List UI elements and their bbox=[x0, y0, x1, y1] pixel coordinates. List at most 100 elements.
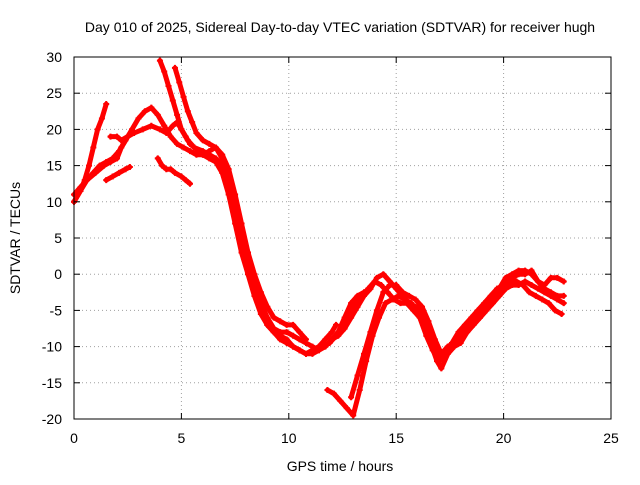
data-point bbox=[513, 278, 520, 285]
data-point bbox=[199, 151, 206, 158]
data-point bbox=[423, 332, 430, 339]
data-point bbox=[539, 296, 546, 303]
y-tick-label: -5 bbox=[50, 302, 63, 318]
data-point bbox=[412, 296, 419, 303]
data-point bbox=[77, 187, 84, 194]
data-point bbox=[174, 111, 181, 118]
data-point bbox=[154, 155, 161, 162]
data-point bbox=[367, 329, 374, 336]
data-point bbox=[397, 300, 404, 307]
data-point bbox=[191, 144, 198, 151]
data-point bbox=[500, 282, 507, 289]
data-point bbox=[476, 314, 483, 321]
data-point bbox=[193, 130, 200, 137]
data-point bbox=[277, 318, 284, 325]
data-point bbox=[124, 133, 131, 140]
data-point bbox=[519, 282, 526, 289]
data-point bbox=[403, 300, 410, 307]
y-tick-label: 30 bbox=[46, 49, 62, 65]
data-point bbox=[547, 289, 554, 296]
data-point bbox=[219, 151, 226, 158]
data-point bbox=[176, 79, 183, 86]
data-point bbox=[283, 329, 290, 336]
data-point bbox=[270, 329, 277, 336]
data-point bbox=[156, 126, 163, 133]
data-point bbox=[180, 93, 187, 100]
data-point bbox=[238, 249, 245, 256]
x-tick-label: 25 bbox=[603, 430, 619, 446]
data-point bbox=[94, 126, 101, 133]
data-point bbox=[384, 289, 391, 296]
data-point bbox=[264, 321, 271, 328]
data-point bbox=[178, 173, 185, 180]
data-point bbox=[290, 321, 297, 328]
data-point bbox=[406, 292, 413, 299]
data-point bbox=[541, 282, 548, 289]
data-point bbox=[219, 169, 226, 176]
data-point bbox=[159, 162, 166, 169]
data-point bbox=[109, 155, 116, 162]
data-point bbox=[554, 292, 561, 299]
data-point bbox=[283, 321, 290, 328]
data-point bbox=[522, 267, 529, 274]
y-tick-label: -20 bbox=[42, 411, 62, 427]
axis-ticks: 0 5 10 15 20 25 -20 -15 -10 -5 0 5 10 15 20 25 30 bbox=[42, 49, 619, 446]
data-point bbox=[330, 390, 337, 397]
data-point bbox=[425, 325, 432, 332]
y-axis-label: SDTVAR / TECUs bbox=[7, 182, 23, 294]
x-tick-label: 20 bbox=[496, 430, 512, 446]
data-point bbox=[186, 148, 193, 155]
data-point bbox=[371, 278, 378, 285]
data-point bbox=[238, 220, 245, 227]
data-point bbox=[186, 180, 193, 187]
data-point bbox=[244, 271, 251, 278]
y-tick-label: 25 bbox=[46, 85, 62, 101]
data-point bbox=[199, 137, 206, 144]
data-point bbox=[167, 133, 174, 140]
data-point bbox=[412, 303, 419, 310]
x-tick-label: 0 bbox=[70, 430, 78, 446]
data-point bbox=[560, 278, 567, 285]
data-point bbox=[343, 405, 350, 412]
data-point bbox=[277, 329, 284, 336]
data-point bbox=[560, 300, 567, 307]
data-point bbox=[109, 173, 116, 180]
data-point bbox=[380, 271, 387, 278]
data-point bbox=[154, 111, 161, 118]
data-point bbox=[468, 314, 475, 321]
chart-title: Day 010 of 2025, Sidereal Day-to-day VTE… bbox=[85, 19, 595, 35]
data-point bbox=[320, 343, 327, 350]
data-point bbox=[302, 336, 309, 343]
data-point bbox=[81, 177, 88, 184]
data-point bbox=[116, 148, 123, 155]
data-point bbox=[103, 101, 110, 108]
data-point bbox=[182, 177, 189, 184]
data-point bbox=[195, 148, 202, 155]
data-point bbox=[438, 365, 445, 372]
data-point bbox=[481, 300, 488, 307]
data-point bbox=[141, 108, 148, 115]
data-point bbox=[96, 162, 103, 169]
data-point bbox=[391, 296, 398, 303]
data-point bbox=[315, 347, 322, 354]
data-point bbox=[90, 144, 97, 151]
data-point bbox=[509, 271, 516, 278]
x-tick-label: 15 bbox=[388, 430, 404, 446]
x-tick-label: 5 bbox=[178, 430, 186, 446]
data-point bbox=[184, 108, 191, 115]
data-point bbox=[128, 126, 135, 133]
data-point bbox=[352, 300, 359, 307]
data-point bbox=[283, 339, 290, 346]
data-point bbox=[296, 347, 303, 354]
data-point bbox=[534, 278, 541, 285]
data-point bbox=[161, 68, 168, 75]
data-point bbox=[350, 412, 357, 419]
data-point bbox=[528, 282, 535, 289]
data-point bbox=[165, 82, 172, 89]
data-point bbox=[113, 133, 120, 140]
data-point bbox=[554, 274, 561, 281]
data-point bbox=[337, 397, 344, 404]
grid bbox=[74, 57, 611, 419]
